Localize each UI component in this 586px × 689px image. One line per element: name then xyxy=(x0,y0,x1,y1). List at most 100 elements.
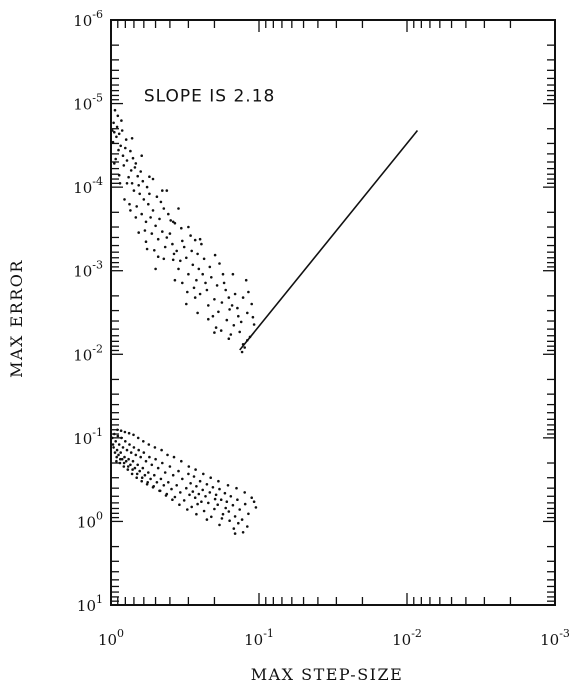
upper-series-point xyxy=(123,198,126,201)
lower-series-point xyxy=(243,502,247,506)
upper-series-point xyxy=(173,278,177,282)
upper-series-point xyxy=(130,182,134,185)
lower-series-point xyxy=(155,481,159,484)
upper-series-point xyxy=(154,224,157,228)
lower-series-point xyxy=(132,446,136,449)
lower-series-point xyxy=(216,503,219,507)
lower-series-point xyxy=(192,475,196,478)
lower-series-point xyxy=(168,465,172,468)
lower-series-point xyxy=(218,487,221,491)
lower-series-point xyxy=(229,495,233,498)
lower-series-point xyxy=(177,469,180,473)
lower-series-point xyxy=(233,532,237,535)
upper-series-point xyxy=(115,135,118,139)
lower-series-point xyxy=(141,466,145,470)
upper-series-point xyxy=(118,182,122,185)
upper-series-point xyxy=(115,125,119,129)
lower-series-point xyxy=(148,455,151,459)
upper-series-point xyxy=(231,272,235,276)
lower-series-point xyxy=(142,451,146,454)
x-axis-label: MAX STEP-SIZE xyxy=(251,665,404,684)
lower-series-point xyxy=(162,484,166,487)
plot-frame xyxy=(110,19,556,606)
upper-series-point xyxy=(246,311,249,315)
lower-series-point xyxy=(243,491,246,494)
upper-series-point xyxy=(244,278,248,282)
upper-series-point xyxy=(124,146,127,150)
lower-series-point xyxy=(211,486,215,489)
y-tick-label: 100 xyxy=(77,509,103,531)
upper-series-point xyxy=(213,331,216,334)
lower-series-point xyxy=(210,515,213,519)
x-tick-label: 10-2 xyxy=(392,627,422,649)
lower-series-point xyxy=(136,436,140,440)
upper-series-point xyxy=(111,140,115,144)
lower-series-point xyxy=(122,461,126,465)
lower-series-point xyxy=(197,492,201,496)
upper-series-point xyxy=(243,346,246,349)
upper-series-point xyxy=(239,320,243,324)
lower-series-point xyxy=(225,500,229,504)
upper-series-point xyxy=(236,306,239,310)
lower-series-point xyxy=(179,491,182,494)
upper-series-point xyxy=(197,267,201,271)
y-tick-label: 101 xyxy=(77,593,103,615)
upper-series-point xyxy=(196,252,199,256)
upper-series-point xyxy=(116,114,120,118)
upper-series-point xyxy=(139,170,142,173)
x-tick-label: 10-1 xyxy=(244,627,274,649)
upper-series-point xyxy=(165,189,169,192)
upper-series-point xyxy=(131,156,135,160)
upper-series-point xyxy=(144,220,148,224)
lower-series-point xyxy=(204,495,207,498)
lower-series-point xyxy=(208,491,212,494)
upper-series-point xyxy=(114,157,117,161)
lower-series-point xyxy=(196,502,199,506)
lower-series-point xyxy=(198,479,202,483)
upper-series-point xyxy=(214,326,218,329)
upper-series-point xyxy=(181,239,184,243)
lower-series-point xyxy=(175,484,178,487)
upper-series-point xyxy=(224,288,227,292)
upper-series-point xyxy=(113,108,117,112)
lower-series-point xyxy=(123,430,127,434)
upper-series-point xyxy=(140,212,143,216)
lower-series-point xyxy=(114,440,117,443)
lower-series-point xyxy=(127,431,131,435)
upper-series-point xyxy=(181,281,184,285)
upper-series-point xyxy=(193,296,197,299)
upper-series-point xyxy=(232,324,236,327)
lower-series-point xyxy=(191,490,195,493)
lower-series-point xyxy=(129,451,133,454)
lower-series-point xyxy=(219,498,223,502)
lower-series-point xyxy=(182,499,186,502)
lower-series-point xyxy=(135,472,139,476)
lower-series-point xyxy=(180,459,183,463)
lower-series-point xyxy=(140,479,143,483)
lower-series-point xyxy=(246,525,249,528)
upper-series-point xyxy=(155,195,159,198)
upper-series-point xyxy=(161,230,164,233)
lower-series-point xyxy=(166,453,169,457)
y-axis-label: MAX ERROR xyxy=(7,259,26,378)
lower-series-point xyxy=(150,463,154,467)
upper-series-point xyxy=(180,226,183,230)
y-tick-label: 10-2 xyxy=(73,342,103,364)
lower-series-point xyxy=(193,496,197,500)
lower-series-point xyxy=(153,446,157,449)
lower-series-point xyxy=(254,506,258,509)
upper-series-point xyxy=(172,252,176,256)
upper-series-point xyxy=(191,263,195,267)
upper-series-point xyxy=(225,318,229,322)
lower-series-point xyxy=(116,434,120,438)
lower-series-point xyxy=(128,443,131,446)
upper-series-point xyxy=(222,281,226,285)
upper-series-point xyxy=(144,240,148,243)
upper-series-point xyxy=(196,311,199,315)
lower-series-point xyxy=(173,495,177,499)
y-tick-label: 10-5 xyxy=(73,92,103,114)
lower-series-point xyxy=(232,527,236,530)
upper-series-point xyxy=(159,200,163,204)
upper-series-point xyxy=(228,308,231,311)
